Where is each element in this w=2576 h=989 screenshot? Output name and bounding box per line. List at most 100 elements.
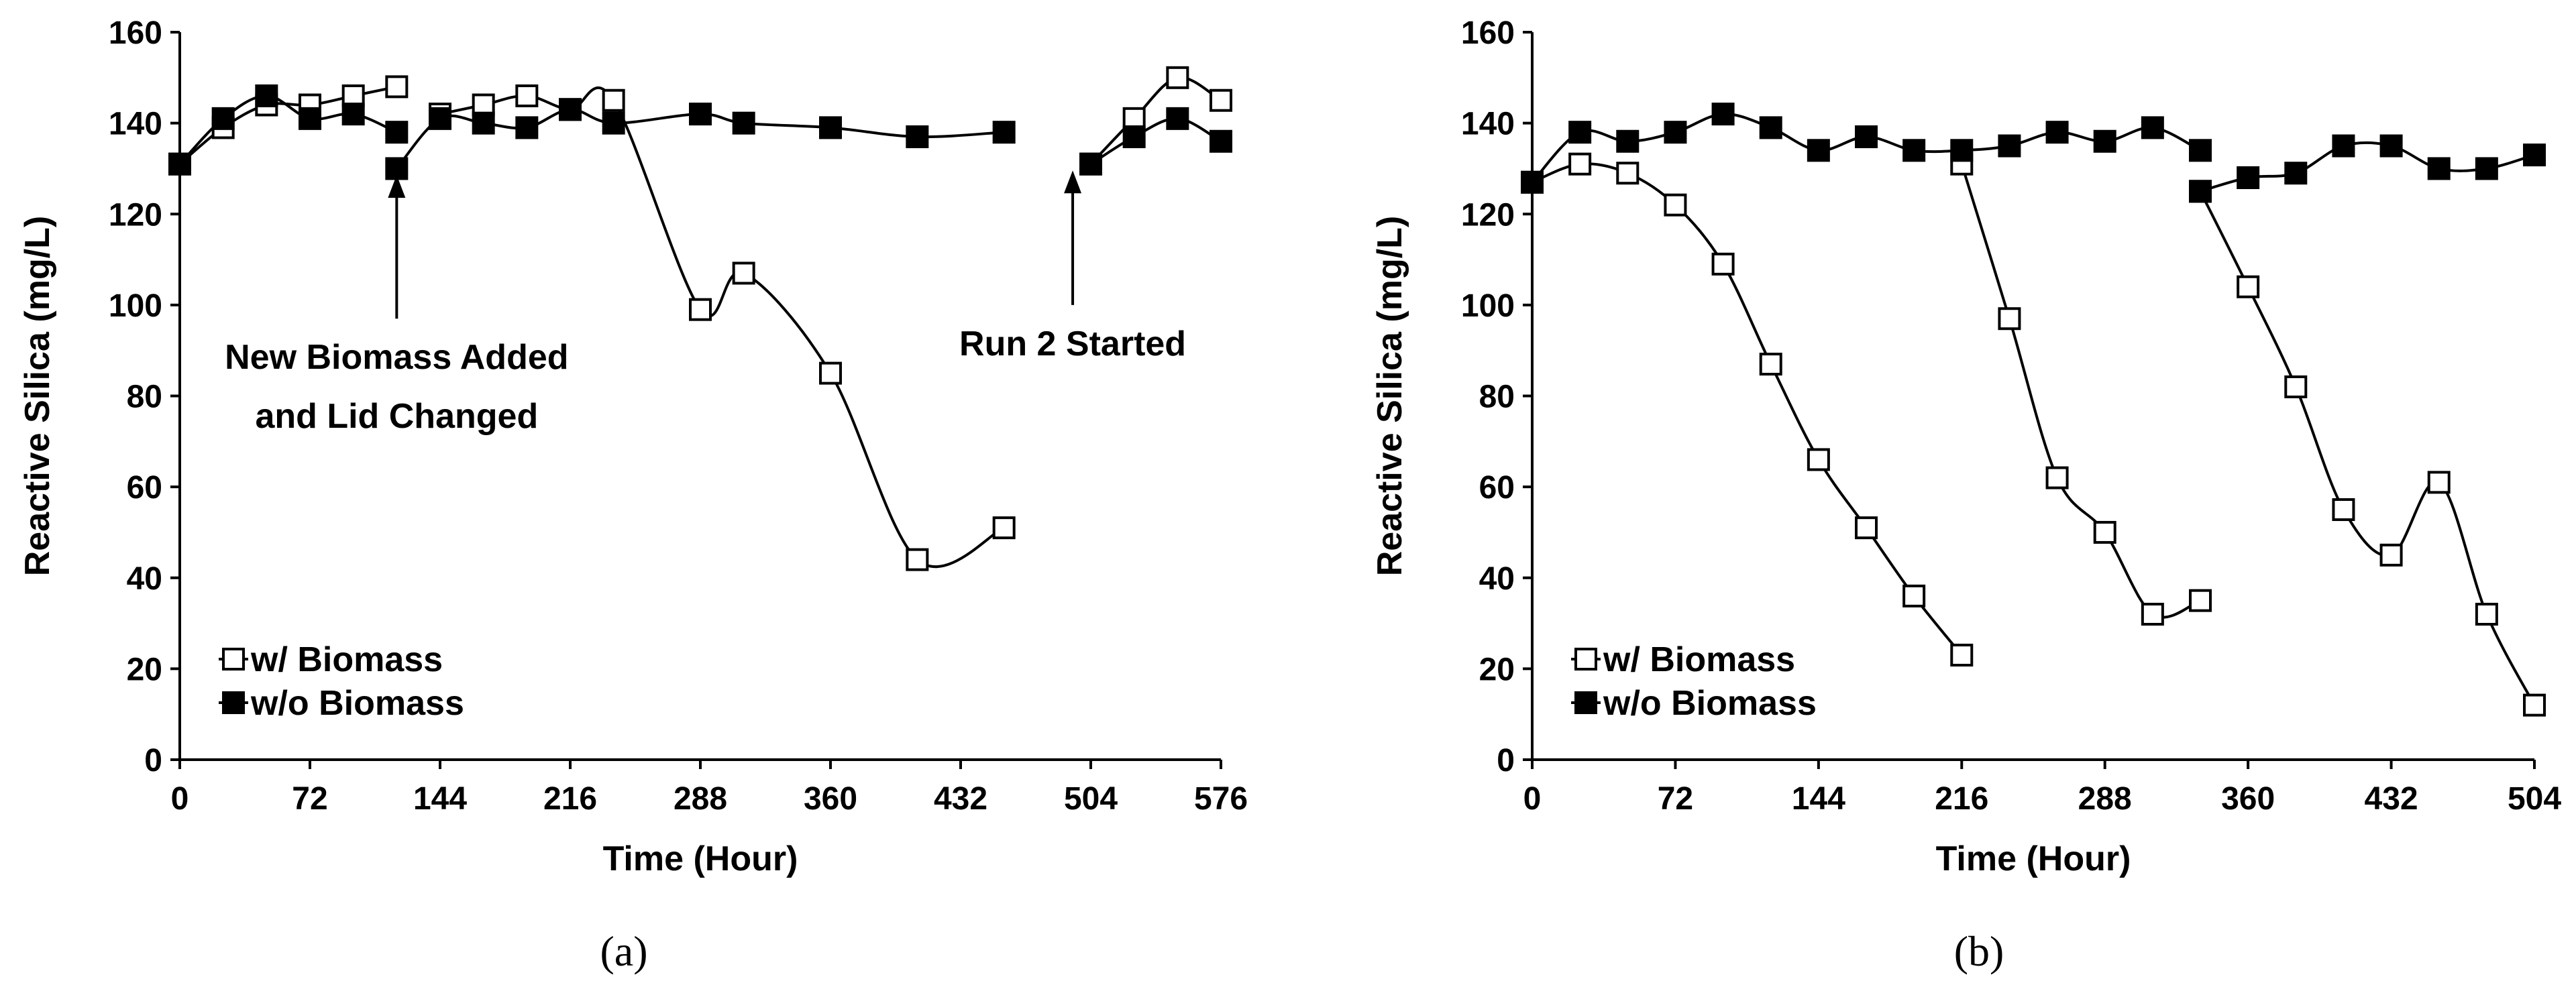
x-tick-label: 576 <box>1194 781 1248 817</box>
data-point-filled <box>1616 129 1640 153</box>
data-point-filled <box>515 116 539 139</box>
series-line <box>1532 162 1963 656</box>
data-point-filled <box>429 107 451 130</box>
data-point-filled <box>2523 143 2546 167</box>
y-tick-label: 40 <box>1479 561 1515 597</box>
legend-label: w/ Biomass <box>250 640 443 679</box>
data-point-open <box>385 75 409 99</box>
y-tick-label: 60 <box>1479 470 1515 506</box>
x-tick-label: 504 <box>2508 781 2561 817</box>
data-point-open <box>1616 162 1640 185</box>
data-point-filled <box>2332 134 2355 158</box>
x-tick-label: 144 <box>413 781 467 817</box>
y-tick-label: 160 <box>109 15 162 51</box>
data-point-open <box>602 89 625 112</box>
data-point-filled <box>2379 134 2403 158</box>
data-point-filled <box>255 84 278 107</box>
series-line <box>2199 190 2536 706</box>
y-tick-label: 80 <box>1479 380 1515 415</box>
data-point-filled <box>211 107 235 130</box>
x-tick-label: 360 <box>2221 781 2275 817</box>
data-point-filled <box>1521 170 1544 194</box>
data-point-open <box>1568 152 1592 176</box>
y-tick-label: 100 <box>109 288 162 324</box>
data-point-filled <box>472 111 495 135</box>
legend-label: w/ Biomass <box>1603 640 1795 679</box>
legend-marker-filled <box>222 691 245 714</box>
data-point-filled <box>2284 162 2308 185</box>
x-tick-label: 144 <box>1792 781 1845 817</box>
data-point-filled <box>1950 139 1974 162</box>
panel-a-chart: 0 20 40 60 80 100 120 140 160 0 72 144 216 288 360 432 5… <box>18 15 1248 975</box>
x-tick-label: 0 <box>171 781 189 817</box>
data-point-filled <box>1166 107 1189 130</box>
x-tick-label: 216 <box>543 781 597 817</box>
x-tick-label: 504 <box>1064 781 1118 817</box>
x-tick-label: 432 <box>2365 781 2418 817</box>
data-point-filled <box>689 103 712 126</box>
data-point-open <box>2475 603 2498 626</box>
data-point-filled <box>1902 139 1926 162</box>
panel-label: (a) <box>600 927 647 975</box>
data-point-filled <box>2045 121 2069 144</box>
data-point-open <box>1902 584 1926 607</box>
data-point-filled <box>1855 125 1878 148</box>
legend: w/ Biomass w/o Biomass <box>1571 640 1817 723</box>
data-point-filled <box>2093 129 2116 153</box>
x-tick-label: 216 <box>1935 781 1988 817</box>
y-tick-label: 120 <box>109 197 162 233</box>
data-point-filled <box>1998 134 2021 158</box>
data-point-open <box>1711 252 1735 276</box>
data-point-open <box>2523 693 2546 717</box>
y-tick-label: 20 <box>1479 652 1515 687</box>
x-axis-title: Time (Hour) <box>603 839 798 878</box>
series-line <box>439 86 1005 569</box>
data-point-filled <box>2141 116 2164 139</box>
y-tick-label: 140 <box>1461 107 1515 142</box>
annotation-text: Run 2 Started <box>959 325 1186 363</box>
data-point-open <box>1855 516 1878 540</box>
y-tick-label: 60 <box>127 470 162 506</box>
data-point-open <box>1950 644 1974 667</box>
y-tick-label: 0 <box>144 743 162 778</box>
data-point-open <box>2379 543 2403 567</box>
data-point-filled <box>1568 121 1592 144</box>
y-tick-label: 20 <box>127 652 162 687</box>
data-point-filled <box>168 152 191 176</box>
y-tick-label: 40 <box>127 561 162 597</box>
data-point-open <box>2141 603 2164 626</box>
data-point-open <box>689 298 712 321</box>
data-point-open <box>2427 471 2451 494</box>
data-point-filled <box>1759 116 1782 139</box>
panel-label: (b) <box>1954 927 2004 975</box>
data-point-open <box>2045 466 2069 489</box>
data-point-open <box>1210 89 1232 112</box>
data-point-open <box>2189 589 2212 612</box>
data-point-open <box>1759 353 1782 376</box>
data-point-filled <box>992 121 1016 144</box>
data-point-filled <box>732 111 755 135</box>
x-tick-label: 72 <box>1658 781 1693 817</box>
data-point-filled <box>1079 152 1102 176</box>
legend-marker-open <box>1574 648 1597 671</box>
data-point-open <box>2332 498 2355 522</box>
data-point-open <box>732 261 755 285</box>
data-point-open <box>992 516 1016 540</box>
data-point-open <box>515 84 539 107</box>
x-tick-label: 288 <box>2078 781 2132 817</box>
x-tick-label: 288 <box>674 781 727 817</box>
series-line <box>1089 76 1222 166</box>
data-point-filled <box>299 107 321 130</box>
x-tick-label: 432 <box>934 781 987 817</box>
data-point-filled <box>1664 121 1687 144</box>
data-point-open <box>819 361 842 385</box>
data-point-open <box>2093 520 2116 544</box>
data-point-filled <box>906 125 929 148</box>
data-point-filled <box>385 121 409 144</box>
legend-marker-open <box>222 648 245 671</box>
annotation-text: and Lid Changed <box>255 397 538 436</box>
annotation: New Biomass Added and Lid Changed <box>225 175 569 436</box>
y-tick-label: 0 <box>1497 743 1515 778</box>
data-point-filled <box>341 103 365 126</box>
annotation-arrow-head <box>388 175 406 198</box>
